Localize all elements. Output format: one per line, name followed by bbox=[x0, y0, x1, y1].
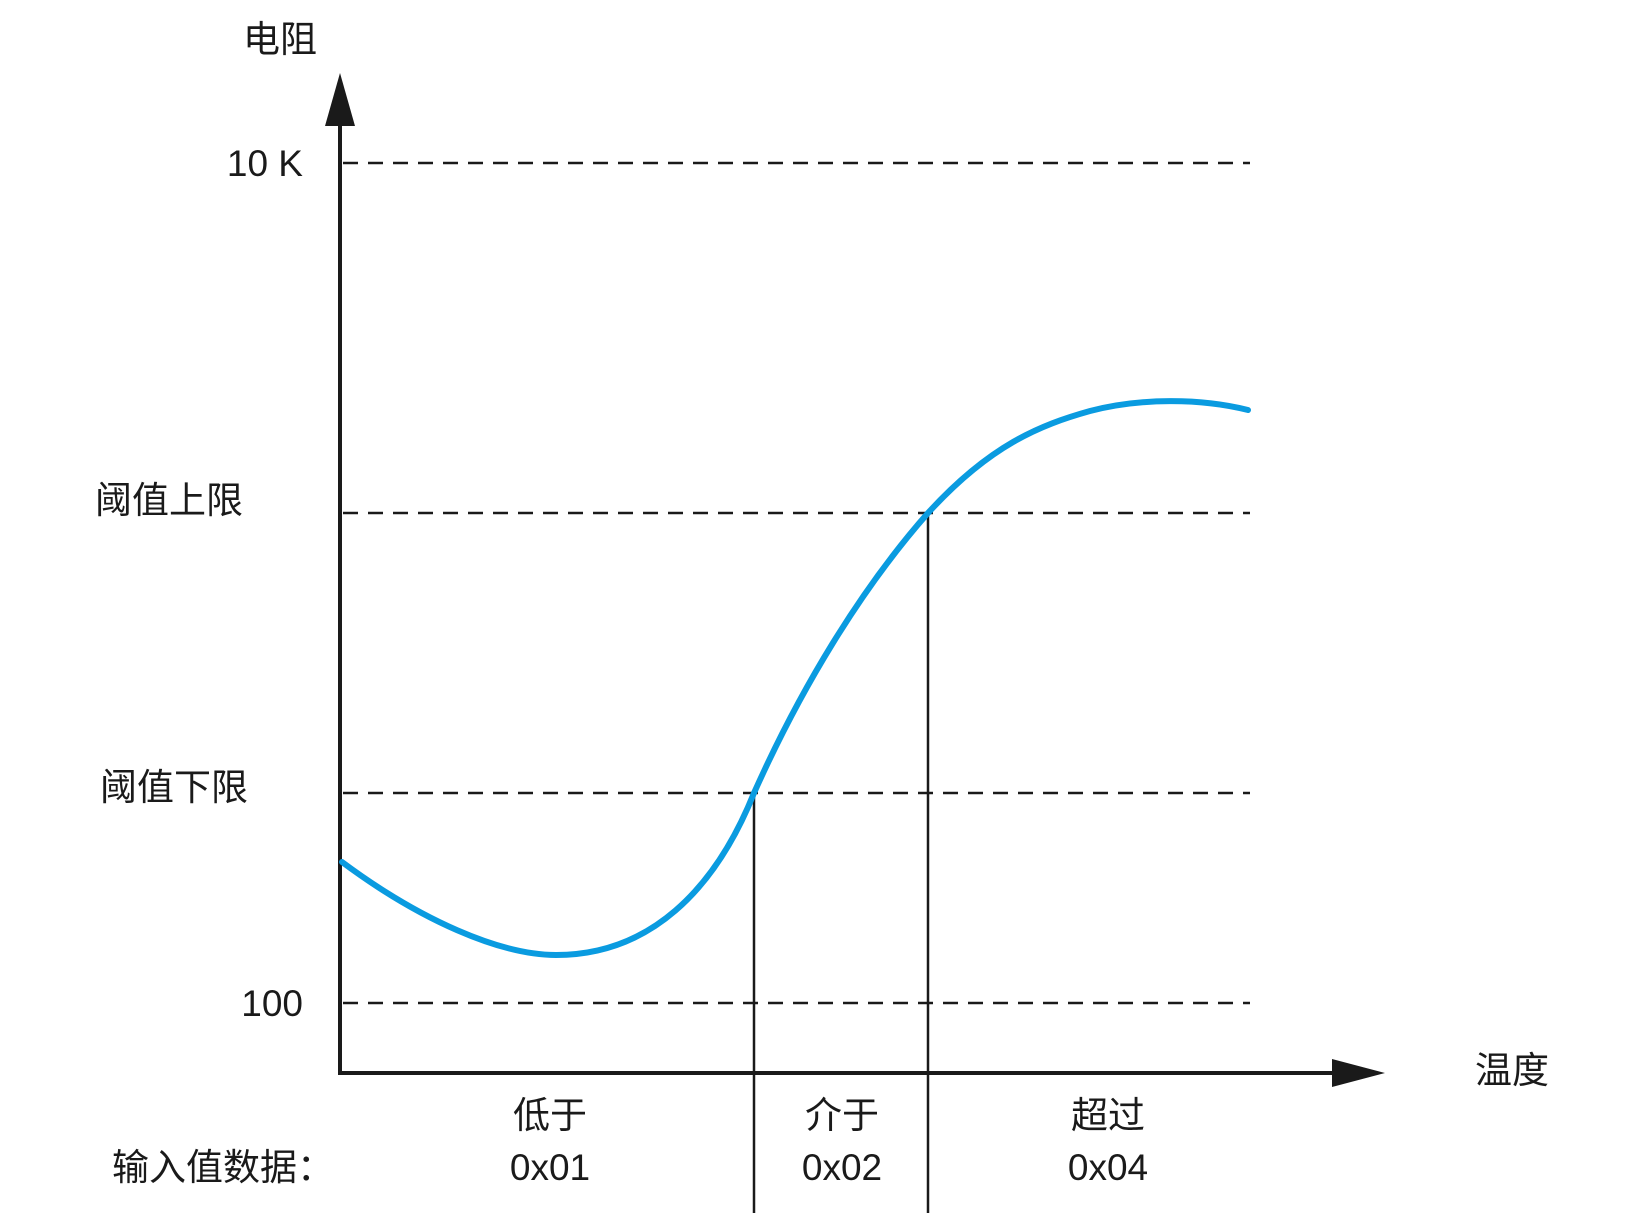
region-between-code: 0x02 bbox=[802, 1147, 882, 1188]
region-above-code: 0x04 bbox=[1068, 1147, 1148, 1188]
y-axis-arrow-icon bbox=[325, 73, 355, 126]
y-label-upper-threshold: 阈值上限 bbox=[95, 479, 243, 522]
y-label-100: 100 bbox=[241, 983, 303, 1024]
region-below-label: 低于 bbox=[513, 1094, 587, 1137]
y-label-10k: 10 K bbox=[227, 143, 303, 184]
region-below-code: 0x01 bbox=[510, 1147, 590, 1188]
x-axis-title: 温度 bbox=[1475, 1049, 1549, 1092]
y-axis-title: 电阻 bbox=[243, 18, 317, 61]
input-value-row-label: 输入值数据： bbox=[112, 1146, 334, 1189]
y-label-lower-threshold: 阈值下限 bbox=[100, 766, 248, 809]
region-between-label: 介于 bbox=[805, 1094, 879, 1137]
resistance-curve bbox=[339, 398, 1251, 959]
x-axis-arrow-icon bbox=[1332, 1059, 1385, 1087]
region-above-label: 超过 bbox=[1071, 1094, 1145, 1137]
